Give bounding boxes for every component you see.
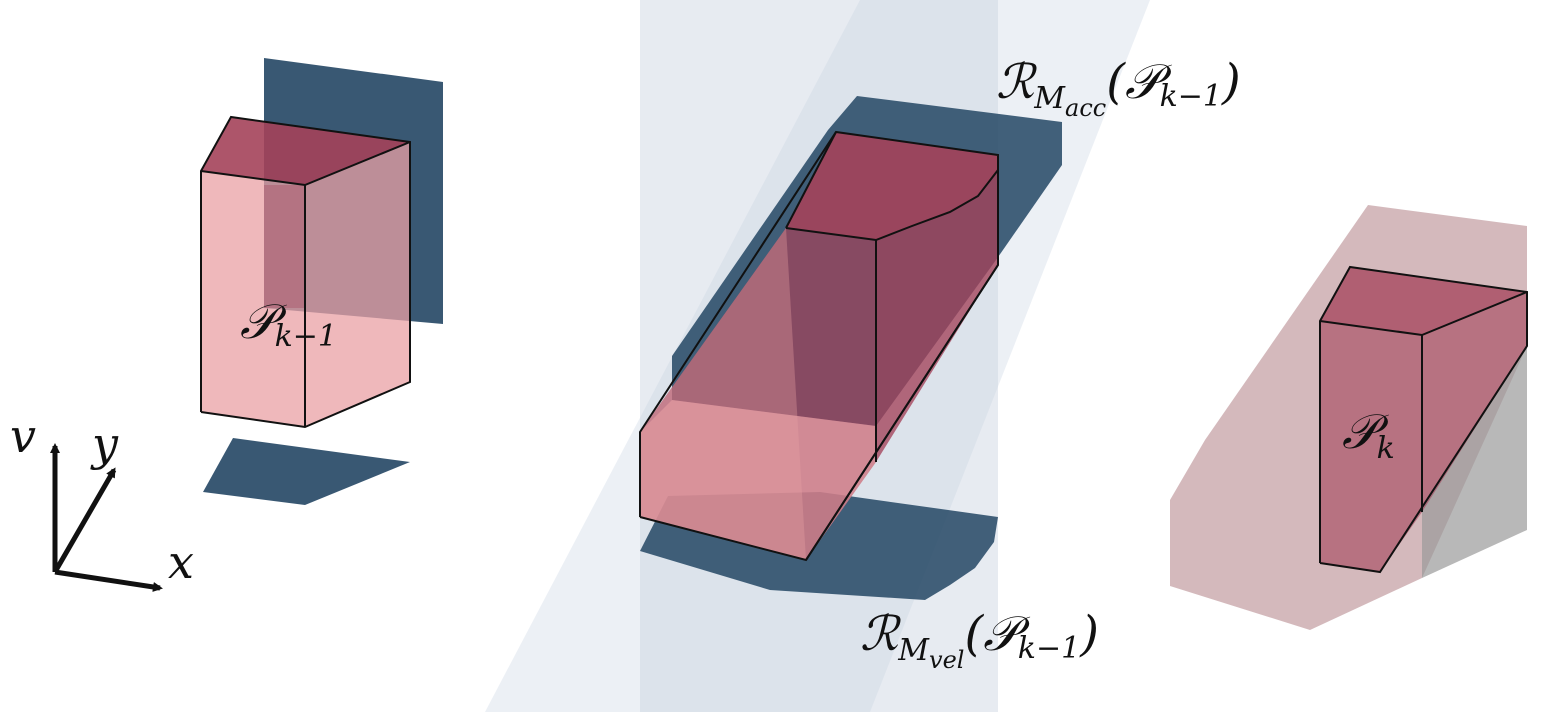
next-polytope-group: 𝒫k: [1170, 205, 1528, 630]
axis-label-y: y: [90, 417, 119, 471]
previous-polytope-group: 𝒫k−1: [200, 58, 443, 505]
reachable-set-group: ℛMacc(𝒫k−1) ℛMvel(𝒫k−1): [639, 54, 1241, 674]
reach-edges: [639, 130, 999, 562]
coordinate-axes: v y x: [10, 409, 194, 592]
pk-front-face: [1320, 321, 1422, 572]
label-r-vel: ℛMvel(𝒫k−1): [860, 606, 1099, 674]
polytope-top-face: [201, 117, 410, 185]
y-axis-arrow: [52, 467, 117, 574]
pk-right-face: [1422, 292, 1527, 512]
label-r-acc: ℛMacc(𝒫k−1): [996, 54, 1241, 122]
x-axis-arrow: [54, 569, 163, 592]
pk-top-face: [1320, 267, 1527, 335]
axis-label-x: x: [168, 535, 194, 589]
pk-edges: [1319, 265, 1528, 574]
polytope-overlap-darken: [264, 185, 305, 308]
polytope-right-face: [305, 142, 410, 427]
polytope-front-face: [201, 171, 305, 427]
bottom-projection-plane: [203, 438, 410, 505]
result-shadow: [1422, 346, 1527, 578]
reach-right-face: [876, 170, 998, 462]
reach-lower-pink: [640, 400, 876, 560]
axis-label-v: v: [10, 409, 36, 463]
